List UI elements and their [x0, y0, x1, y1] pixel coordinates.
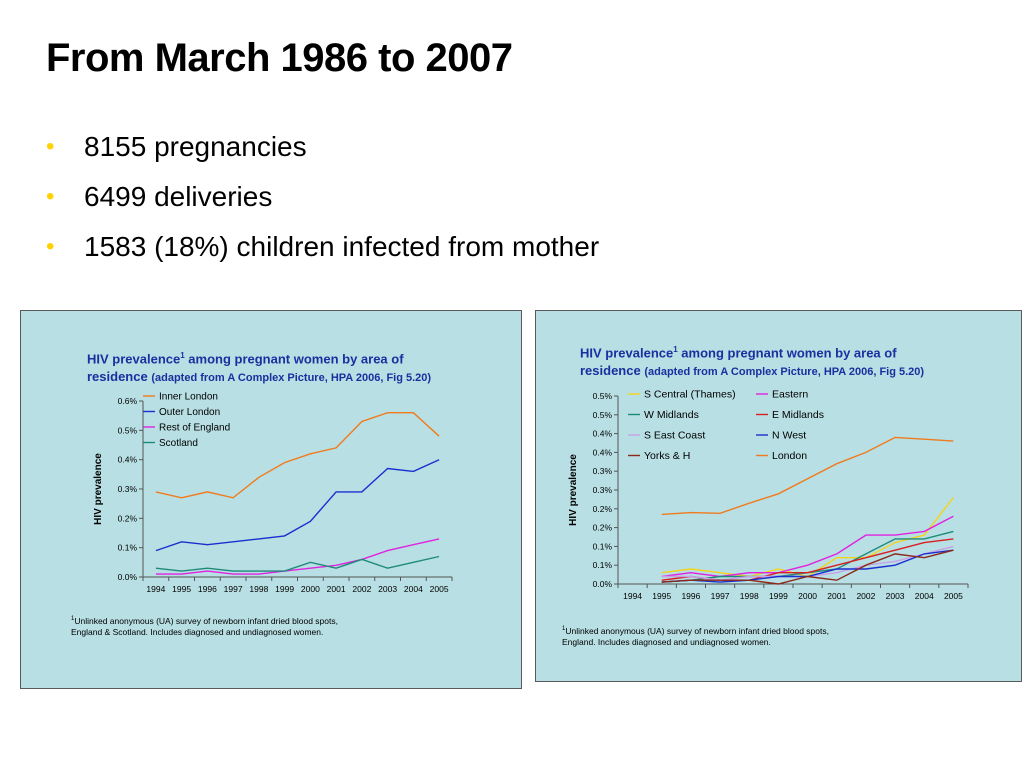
series-line-london: [661, 436, 954, 516]
x-tick-label: 2000: [301, 584, 320, 594]
chart-panel-left: HIV prevalence1 among pregnant women by …: [20, 310, 522, 689]
x-tick-label: 2001: [827, 591, 846, 601]
footnote-line2: England. Includes diagnosed and undiagno…: [562, 636, 771, 647]
y-tick-label: 0.2%: [593, 504, 613, 514]
y-tick-label: 0.6%: [118, 396, 138, 406]
chart-left: 0.0% 0.1% 0.2% 0.3% 0.4% 0.5% 0.6% 1994 1995 1996…: [93, 392, 453, 594]
x-tick-label: 1995: [652, 591, 671, 601]
chart-title-main: HIV prevalence: [580, 345, 674, 361]
x-tick-label: 2005: [944, 591, 963, 601]
bullet-icon: •: [46, 183, 55, 210]
legend-label: E Midlands: [772, 409, 824, 421]
y-tick-label: 0.0%: [593, 579, 613, 589]
x-tick-label: 1996: [681, 591, 700, 601]
chart-title-line2: residence: [87, 369, 148, 385]
x-tick-label: 2003: [378, 584, 397, 594]
legend-label: W Midlands: [644, 409, 699, 421]
y-axis-label: HIV prevalence: [93, 453, 104, 525]
chart-title: HIV prevalence1 among pregnant women by …: [580, 341, 1010, 381]
x-tick-label: 1994: [623, 591, 642, 601]
x-tick-label: 2003: [886, 591, 905, 601]
x-tick-label: 2002: [352, 584, 371, 594]
legend-label: Scotland: [159, 438, 198, 449]
y-tick-label: 0.5%: [118, 425, 138, 435]
series-line-yorks-h: [661, 549, 954, 585]
footnote-line2: England & Scotland. Includes diagnosed a…: [71, 626, 324, 637]
x-tick-label: 1997: [224, 584, 243, 594]
slide-title: From March 1986 to 2007: [46, 36, 513, 80]
y-tick-label: 0.1%: [593, 541, 613, 551]
legend-label: Inner London: [159, 392, 218, 403]
chart-title-rest: among pregnant women by area of: [184, 351, 404, 367]
chart-title-main: HIV prevalence: [87, 351, 181, 367]
chart-panel-right: HIV prevalence1 among pregnant women by …: [535, 310, 1022, 682]
bullet-text: 6499 deliveries: [84, 181, 273, 212]
legend-label: S East Coast: [644, 430, 705, 442]
y-tick-label: 0.3%: [593, 485, 613, 495]
chart-right: 0.0% 0.1% 0.1% 0.2% 0.2% 0.3% 0.3% 0.4% 0.4% 0.5%…: [568, 389, 969, 601]
bullet-item: • 1583 (18%) children infected from mothe…: [46, 222, 599, 272]
legend-label: Yorks & H: [644, 450, 690, 462]
bullet-item: • 6499 deliveries: [46, 172, 599, 222]
legend-label: S Central (Thames): [644, 389, 736, 401]
chart-title-sup: 1: [180, 351, 185, 360]
y-tick-label: 0.4%: [118, 455, 138, 465]
chart-title-sup: 1: [673, 345, 678, 354]
y-tick-label: 0.4%: [593, 447, 613, 457]
chart-title-source: (adapted from A Complex Picture, HPA 200…: [644, 366, 925, 379]
series-line-rest-of-england: [155, 538, 440, 575]
y-tick-label: 0.1%: [118, 543, 138, 553]
y-tick-label: 0.5%: [593, 410, 613, 420]
y-tick-label: 0.4%: [593, 429, 613, 439]
legend-label: N West: [772, 430, 806, 442]
series-line-eastern: [661, 515, 954, 578]
y-tick-label: 0.5%: [593, 391, 613, 401]
y-tick-label: 0.1%: [593, 560, 613, 570]
chart-title-rest: among pregnant women by area of: [677, 345, 897, 361]
y-tick-label: 0.2%: [593, 523, 613, 533]
bullet-icon: •: [46, 233, 55, 260]
x-tick-label: 1999: [275, 584, 294, 594]
x-tick-label: 2004: [915, 591, 934, 601]
series-line-outer-london: [155, 459, 440, 552]
x-tick-label: 2000: [798, 591, 817, 601]
bullet-item: • 8155 pregnancies: [46, 122, 599, 172]
x-tick-label: 2002: [856, 591, 875, 601]
x-tick-label: 2005: [430, 584, 449, 594]
footnote-sup: 1: [71, 616, 75, 622]
bullet-text: 1583 (18%) children infected from mother: [84, 231, 600, 262]
chart-title-source: (adapted from A Complex Picture, HPA 200…: [151, 372, 432, 385]
y-axis-label: HIV prevalence: [568, 454, 579, 526]
legend-label: Rest of England: [159, 423, 230, 434]
y-tick-label: 0.0%: [118, 572, 138, 582]
legend-label: London: [772, 450, 807, 462]
x-tick-label: 2004: [404, 584, 423, 594]
series-line-inner-london: [155, 412, 440, 499]
legend-label: Eastern: [772, 389, 808, 401]
bullet-text: 8155 pregnancies: [84, 131, 307, 162]
x-tick-label: 1996: [198, 584, 217, 594]
y-tick-label: 0.3%: [593, 466, 613, 476]
x-tick-label: 1997: [711, 591, 730, 601]
footnote-sup: 1: [562, 626, 566, 632]
x-tick-label: 2001: [327, 584, 346, 594]
chart-title: HIV prevalence1 among pregnant women by …: [87, 347, 507, 387]
bullet-icon: •: [46, 133, 55, 160]
legend-label: Outer London: [159, 407, 220, 418]
chart-title-line2: residence: [580, 363, 641, 379]
chart-footnote: 1Unlinked anonymous (UA) survey of newbo…: [71, 614, 338, 638]
x-tick-label: 1999: [769, 591, 788, 601]
footnote-line1: Unlinked anonymous (UA) survey of newbor…: [74, 615, 338, 626]
x-tick-label: 1998: [740, 591, 759, 601]
x-tick-label: 1998: [249, 584, 268, 594]
x-tick-label: 1995: [172, 584, 191, 594]
chart-footnote: 1Unlinked anonymous (UA) survey of newbo…: [562, 624, 829, 648]
series-line-scotland: [155, 555, 440, 572]
x-tick-label: 1994: [146, 584, 165, 594]
y-tick-label: 0.2%: [118, 513, 138, 523]
y-tick-label: 0.3%: [118, 484, 138, 494]
bullet-list: • 8155 pregnancies • 6499 deliveries • 1583…: [46, 122, 599, 272]
series-line-n-west: [661, 549, 954, 583]
footnote-line1: Unlinked anonymous (UA) survey of newbor…: [565, 625, 829, 636]
